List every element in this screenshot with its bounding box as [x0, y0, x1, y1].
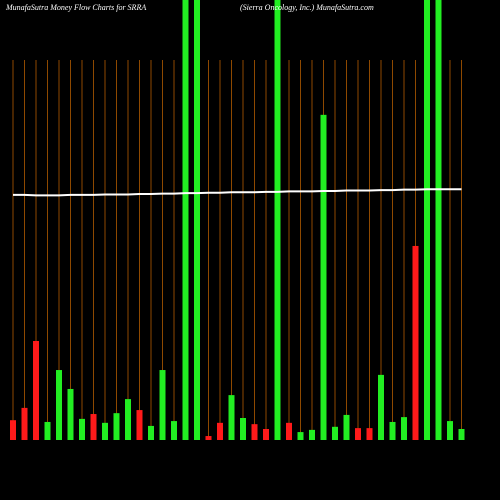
bar	[343, 414, 350, 440]
bar	[56, 370, 62, 440]
bar	[458, 429, 465, 440]
bar	[332, 426, 338, 440]
bar	[263, 429, 269, 440]
bar	[33, 341, 39, 440]
bar	[435, 0, 442, 440]
bar	[159, 370, 166, 440]
bar	[228, 395, 235, 440]
bar	[10, 420, 16, 440]
bar	[355, 428, 361, 440]
bar	[217, 422, 223, 440]
bar	[309, 429, 315, 440]
line	[13, 188, 462, 197]
bar	[424, 0, 430, 440]
bar	[378, 374, 384, 440]
bar	[194, 0, 200, 440]
bar	[102, 422, 108, 440]
chart-title: MunafaSutra Money Flow Charts for SRRA	[5, 3, 146, 12]
bar	[286, 422, 292, 440]
bar	[171, 421, 177, 440]
bar	[412, 245, 419, 440]
bar	[320, 114, 327, 440]
bar	[44, 421, 51, 440]
bar	[136, 410, 143, 440]
bar	[125, 399, 131, 440]
bar	[274, 0, 281, 440]
bar	[182, 0, 189, 440]
bar	[297, 432, 304, 440]
bar	[90, 414, 97, 440]
bar	[389, 421, 396, 440]
bar	[113, 413, 120, 440]
bar	[240, 418, 246, 440]
bar	[67, 388, 74, 440]
bar	[447, 421, 453, 440]
bar	[21, 407, 28, 440]
bar	[148, 425, 154, 440]
bar	[366, 428, 373, 440]
bar	[401, 417, 407, 440]
bar	[205, 436, 212, 440]
bar	[251, 424, 258, 440]
bar	[79, 418, 85, 440]
chart-subtitle: (Sierra Oncology, Inc.) MunafaSutra.com	[240, 3, 374, 12]
